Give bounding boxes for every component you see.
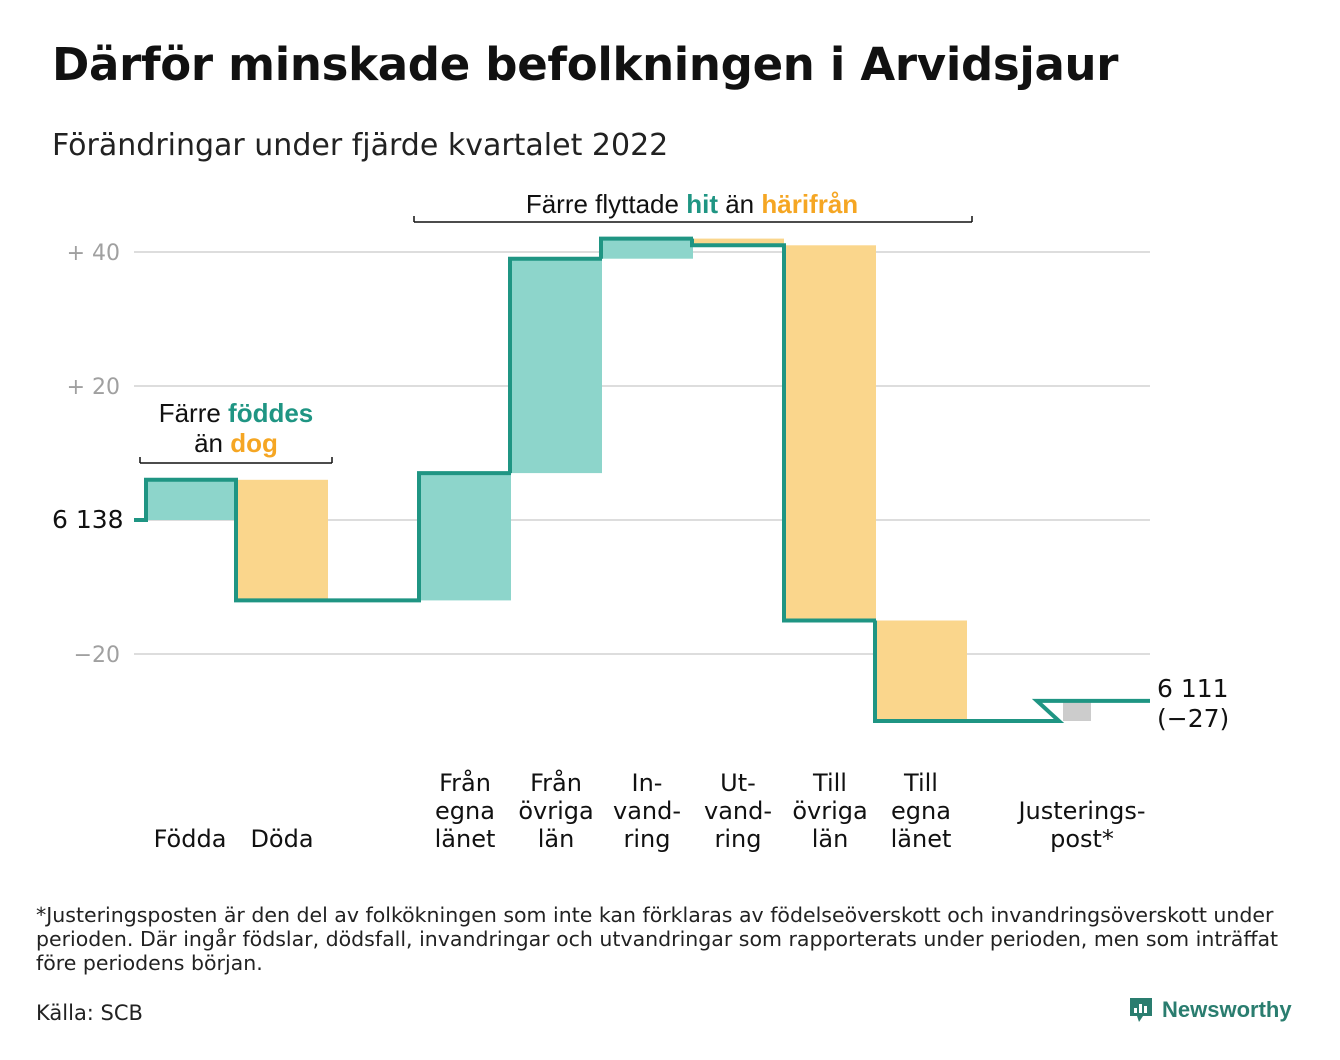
category-label: Från (439, 768, 491, 797)
brand-logo: Newsworthy (1128, 996, 1292, 1024)
category-label: ring (624, 825, 671, 853)
category-label: ring (715, 825, 762, 853)
category-label: länet (435, 825, 496, 853)
end-value-label: 6 111 (1157, 674, 1229, 703)
waterfall-bar (419, 473, 511, 601)
waterfall-bar (1063, 700, 1091, 721)
category-label: Ut- (720, 769, 756, 797)
start-value-label: 6 138 (52, 505, 124, 534)
category-label: länet (891, 825, 952, 853)
chart-title: Därför minskade befolkningen i Arvidsjau… (52, 38, 1119, 91)
category-label: övriga (518, 797, 593, 825)
category-label: län (538, 825, 575, 853)
population-step-line (134, 236, 1150, 723)
waterfall-bar (144, 479, 236, 520)
category-label: län (812, 825, 849, 853)
category-label: övriga (792, 797, 867, 825)
chart-subtitle: Förändringar under fjärde kvartalet 2022 (52, 128, 669, 163)
category-label: egna (891, 797, 951, 825)
y-tick-label: + 20 (67, 375, 120, 400)
category-label: vand- (613, 797, 681, 825)
category-label: post* (1050, 825, 1114, 853)
waterfall-bar (692, 238, 784, 246)
annotation-births-deaths-line2: än dog (194, 428, 278, 458)
category-label: Till (812, 769, 847, 797)
source-note: Källa: SCB (36, 1001, 143, 1025)
brand-name: Newsworthy (1162, 997, 1292, 1022)
y-tick-label: −20 (74, 643, 120, 668)
end-change-label: (−27) (1157, 704, 1229, 733)
annotation-migration: Färre flyttade hit än härifrån (526, 189, 858, 219)
annotation-births-deaths: Färre föddes (159, 398, 314, 428)
category-label: Födda (154, 825, 227, 853)
footnote: *Justeringsposten är den del av folkökni… (36, 903, 1279, 975)
waterfall-bar (510, 258, 602, 474)
waterfall-bar (601, 238, 693, 259)
category-label: In- (632, 769, 663, 797)
waterfall-bar (875, 620, 967, 721)
waterfall-bar (784, 245, 876, 621)
category-label: egna (435, 797, 495, 825)
category-label: Från (530, 768, 582, 797)
category-label: vand- (704, 797, 772, 825)
category-label: Döda (250, 825, 313, 853)
y-tick-label: + 40 (67, 241, 120, 266)
newsworthy-logo-icon (1130, 998, 1152, 1022)
category-label: Justerings- (1016, 797, 1145, 825)
waterfall-bar (236, 479, 328, 601)
category-label: Till (903, 769, 938, 797)
